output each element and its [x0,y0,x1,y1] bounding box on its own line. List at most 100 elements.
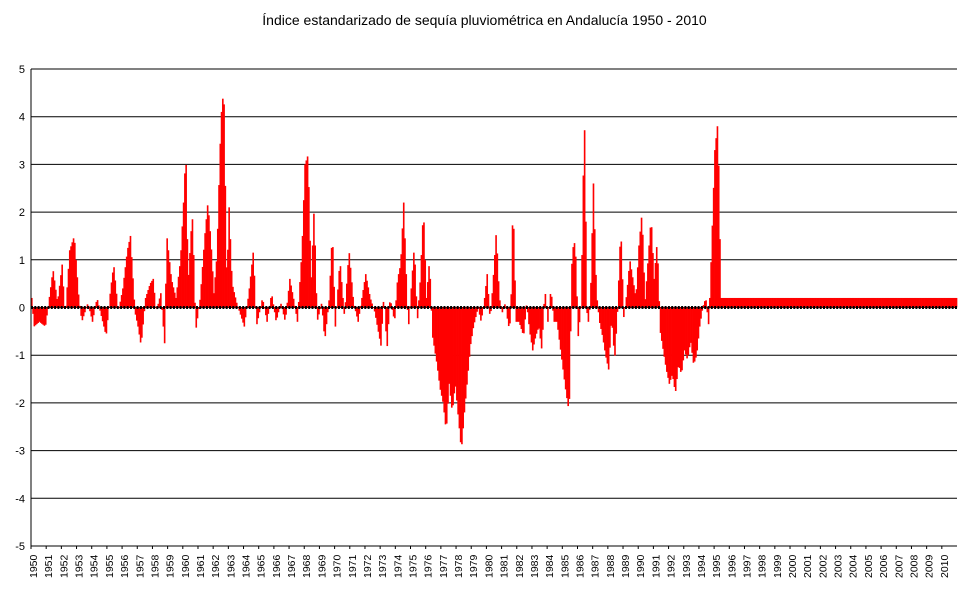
bar [354,307,357,312]
bar [698,307,701,327]
bar [105,307,108,334]
bar [681,307,683,371]
bar [394,307,396,319]
bar [353,305,356,308]
bar [534,307,537,339]
bar [111,272,114,308]
bar [870,297,873,308]
x-tick-label: 1980 [483,554,495,578]
bar [132,278,134,308]
bar [258,307,261,313]
bar [49,287,52,308]
bar [352,296,354,308]
x-tick-label: 1971 [347,554,359,578]
bar [149,282,152,308]
bar [855,297,858,308]
bar [915,297,917,308]
bar [558,307,561,340]
bar [760,297,763,308]
bar [858,297,860,308]
bar [747,297,749,308]
bar [358,307,361,314]
bar [44,307,47,325]
x-tick-label: 2009 [924,554,936,578]
bar [382,301,385,308]
bar [423,222,425,308]
bar [807,297,810,308]
bar [189,253,191,308]
bar [373,307,376,312]
bar [891,297,893,308]
bar [230,270,233,308]
bar [512,228,515,308]
x-tick-label: 1953 [74,554,86,578]
bar [825,297,828,308]
bar [830,297,833,308]
bar [860,297,863,308]
bar [401,228,404,308]
bar [321,307,324,316]
bar [313,213,315,308]
bar [537,307,539,330]
bar [222,98,224,308]
bar [74,242,76,308]
bar [487,293,490,308]
x-tick-label: 1992 [666,554,678,578]
bar [233,292,236,308]
x-tick-label: 1961 [195,554,207,578]
bar [640,217,643,308]
bar [730,297,733,308]
y-tick-label: 5 [19,64,25,76]
x-tick-label: 1959 [165,554,177,578]
bar [755,297,758,308]
x-tick-label: 1977 [438,554,450,578]
bar [359,305,362,308]
x-tick-label: 2000 [787,554,799,578]
bar [158,298,161,308]
bar [936,297,939,308]
bar [437,307,439,371]
bar [173,292,176,308]
bar [849,297,852,308]
bar [195,307,198,328]
bar [213,293,215,308]
bar [859,297,862,308]
bar [816,297,819,308]
bar [738,297,740,308]
bar [172,287,175,308]
x-tick-label: 1998 [757,554,769,578]
bar [787,297,790,308]
bar [591,233,594,308]
bar [476,307,478,312]
x-tick-label: 1974 [392,554,404,578]
bar [299,282,301,308]
bar [85,307,88,309]
bar [442,307,444,402]
bar [199,299,201,308]
bar [935,297,938,308]
bar [137,307,139,327]
bar [327,307,329,313]
x-tick-label: 2004 [848,554,860,578]
bar [168,262,171,308]
bar [52,271,55,308]
x-tick-label: 1963 [225,554,237,578]
bar [628,270,630,308]
bar [348,253,351,308]
bar [179,266,181,308]
bar [309,240,311,308]
bar [806,297,809,308]
bar [285,307,287,315]
bar [943,297,945,308]
bar [130,257,133,308]
bar [561,307,563,360]
bar [938,297,940,308]
bar [568,307,571,399]
bar [53,280,56,308]
bar [896,297,898,308]
bar [924,297,926,308]
bar [630,269,633,308]
bar [478,307,481,315]
bar [77,294,80,308]
bar [248,288,251,308]
